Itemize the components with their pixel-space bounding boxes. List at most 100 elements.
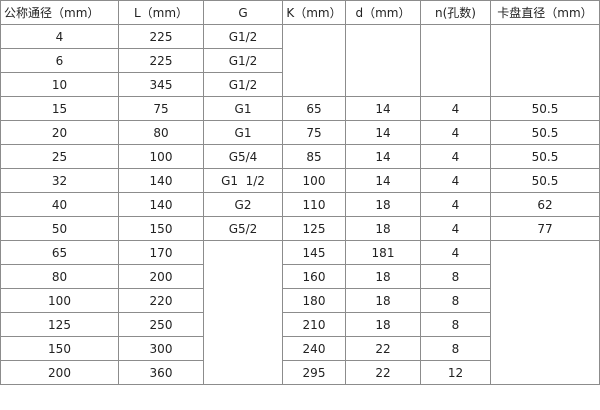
cell: G1/2 [203,72,283,97]
header-cell: K（mm） [282,0,346,25]
cell: 4 [420,216,491,241]
cell: 125 [282,216,346,241]
table-row: 40 140 G2 110 18 4 62 [0,192,600,217]
cell: 125 [0,312,119,337]
cell: 50.5 [490,144,600,169]
cell: 15 [0,96,119,121]
empty-cell [490,240,600,385]
cell: 50 [0,216,119,241]
table-row: 50 150 G5/2 125 18 4 77 [0,216,600,241]
cell: 170 [118,240,204,265]
empty-cell [490,24,600,97]
table-row: 6 225 G1/2 [0,48,600,73]
table-row: 200 360 295 22 12 [0,360,600,385]
cell: 4 [0,24,119,49]
cell: 18 [345,312,421,337]
cell: 85 [282,144,346,169]
cell: 18 [345,288,421,313]
cell: 360 [118,360,204,385]
cell: 32 [0,168,119,193]
cell: 25 [0,144,119,169]
cell: 100 [0,288,119,313]
cell: 200 [118,264,204,289]
cell: 4 [420,96,491,121]
cell: 4 [420,120,491,145]
header-cell: d（mm） [345,0,421,25]
cell: 160 [282,264,346,289]
cell: 180 [282,288,346,313]
cell: 220 [118,288,204,313]
cell: 145 [282,240,346,265]
cell: 8 [420,312,491,337]
table-row: 80 200 160 18 8 [0,264,600,289]
cell: 18 [345,264,421,289]
cell: 200 [0,360,119,385]
cell: 80 [118,120,204,145]
header-cell: L（mm） [118,0,204,25]
table-row: 25 100 G5/4 85 14 4 50.5 [0,144,600,169]
cell: 4 [420,192,491,217]
cell: 210 [282,312,346,337]
table-row: 20 80 G1 75 14 4 50.5 [0,120,600,145]
cell: 4 [420,168,491,193]
cell: 100 [118,144,204,169]
cell: 14 [345,144,421,169]
cell: 150 [0,336,119,361]
cell: 50.5 [490,96,600,121]
cell: 18 [345,216,421,241]
cell: 4 [420,144,491,169]
empty-cell [345,24,421,97]
cell: 65 [282,96,346,121]
cell: G2 [203,192,283,217]
cell: G1/2 [203,48,283,73]
header-cell: 公称通径（mm） [0,0,119,25]
cell: 225 [118,24,204,49]
cell: 100 [282,168,346,193]
cell: 225 [118,48,204,73]
cell: 62 [490,192,600,217]
cell: 77 [490,216,600,241]
cell: 150 [118,216,204,241]
cell: 80 [0,264,119,289]
cell: 8 [420,336,491,361]
cell: 140 [118,168,204,193]
cell: 65 [0,240,119,265]
cell: 345 [118,72,204,97]
cell: G5/4 [203,144,283,169]
cell: 14 [345,120,421,145]
cell: G1 [203,120,283,145]
cell: 75 [282,120,346,145]
cell: 12 [420,360,491,385]
table-body: 4 225 G1/2 6 225 G1/2 10 345 G1/2 15 75 G1 65 14 4 50.5… [0,24,600,385]
header-cell: 卡盘直径（mm） [490,0,600,25]
cell: 295 [282,360,346,385]
table-row: 15 75 G1 65 14 4 50.5 [0,96,600,121]
cell: 20 [0,120,119,145]
cell: 22 [345,360,421,385]
empty-cell [203,240,283,385]
cell: G1/2 [203,24,283,49]
cell: 50.5 [490,120,600,145]
cell: 10 [0,72,119,97]
cell: 6 [0,48,119,73]
table-row: 4 225 G1/2 [0,24,600,97]
table-row: 65 170 145 181 4 [0,240,600,385]
cell: 75 [118,96,204,121]
cell: 181 [345,240,421,265]
cell: 18 [345,192,421,217]
cell: G5/2 [203,216,283,241]
cell: 40 [0,192,119,217]
header-cell: n(孔数) [420,0,491,25]
cell: 250 [118,312,204,337]
spec-table: 公称通径（mm） L（mm） G K（mm） d（mm） n(孔数) 卡盘直径（… [0,0,600,385]
cell: 110 [282,192,346,217]
table-row: 150 300 240 22 8 [0,336,600,361]
table-row: 32 140 G1 1/2 100 14 4 50.5 [0,168,600,193]
header-cell: G [203,0,283,25]
cell: G1 [203,96,283,121]
empty-cell [282,24,346,97]
header-row: 公称通径（mm） L（mm） G K（mm） d（mm） n(孔数) 卡盘直径（… [0,0,600,25]
cell: 8 [420,288,491,313]
cell: 14 [345,168,421,193]
